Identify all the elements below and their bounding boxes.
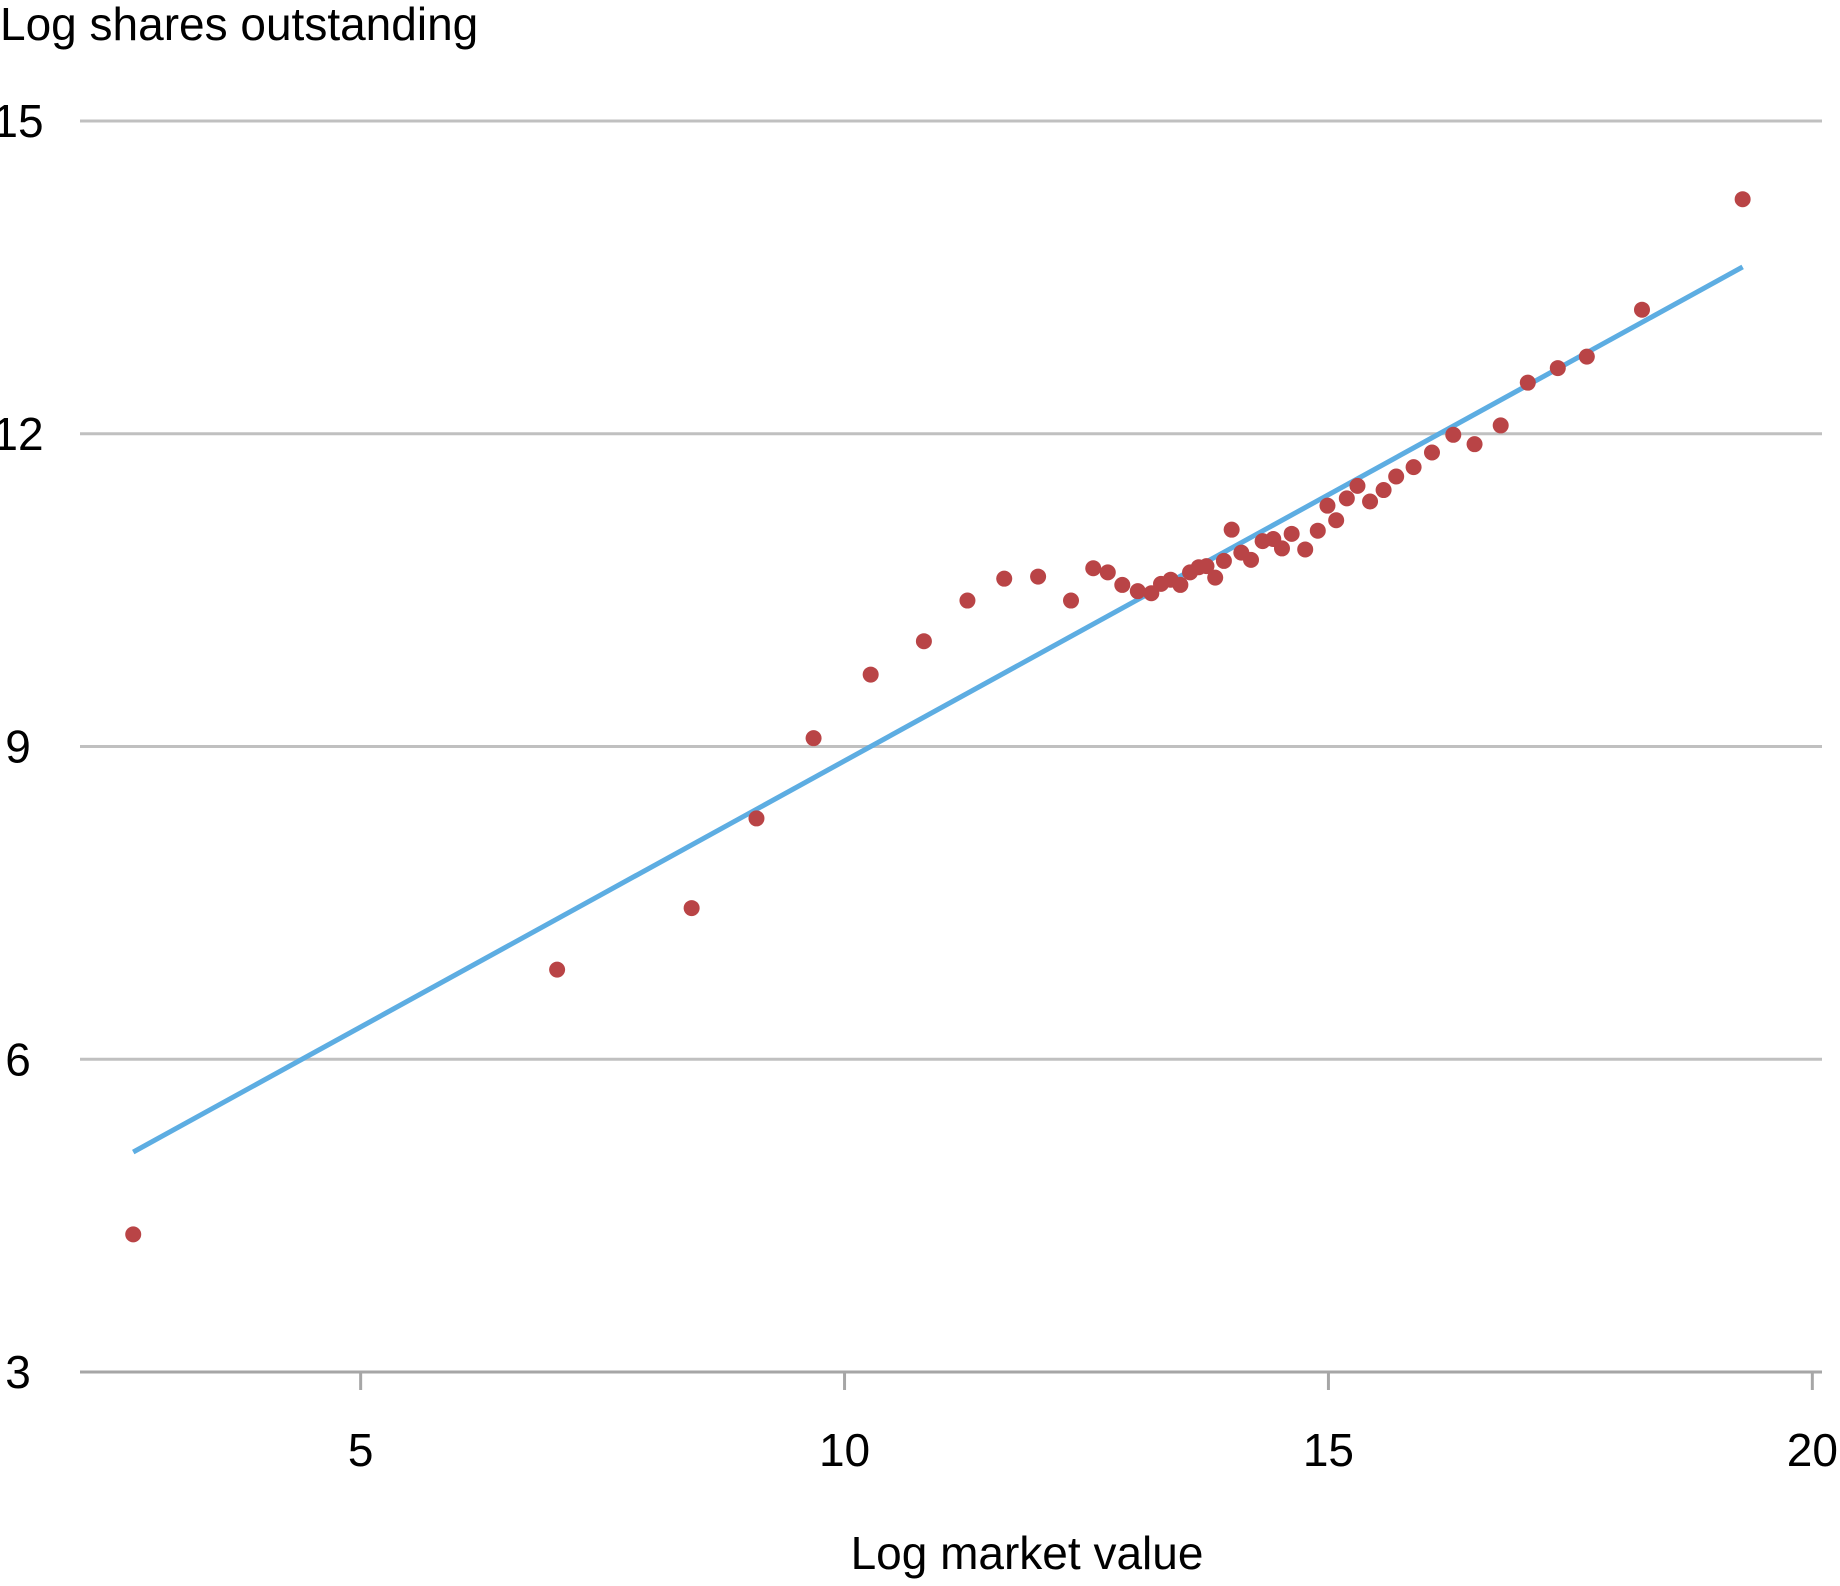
data-point (1633, 301, 1650, 318)
data-point (683, 900, 700, 917)
data-point (1319, 497, 1336, 514)
y-tick-label: 15 (0, 95, 44, 147)
data-point (1198, 558, 1215, 575)
data-point (1085, 560, 1102, 577)
y-tick-label: 6 (5, 1033, 31, 1085)
data-point (125, 1226, 142, 1243)
data-point (1734, 191, 1751, 208)
y-axis-title: Log shares outstanding (0, 0, 478, 50)
data-point (1362, 493, 1379, 510)
x-tick-label: 10 (819, 1424, 870, 1476)
x-axis-title: Log market value (851, 1527, 1204, 1579)
data-point (1388, 468, 1405, 485)
data-point (1309, 522, 1326, 539)
data-point (1549, 360, 1566, 377)
data-point (1492, 417, 1509, 434)
data-point (1519, 374, 1536, 391)
tick-labels: 3 6 9 12 15 5 10 15 20 (0, 95, 1838, 1476)
data-point (1283, 525, 1300, 542)
data-point (1030, 568, 1047, 585)
data-point (549, 961, 566, 978)
data-point (1349, 477, 1366, 494)
fit-line (132, 264, 1744, 1155)
data-point (1114, 576, 1131, 593)
data-points (125, 191, 1751, 1243)
data-point (1405, 459, 1422, 476)
data-point (1129, 583, 1146, 600)
data-point (959, 592, 976, 609)
data-point (1445, 426, 1462, 443)
data-point (1466, 436, 1483, 453)
fit-line-layer (132, 264, 1744, 1155)
data-point (1578, 348, 1595, 365)
data-point (1423, 444, 1440, 461)
x-tick-label: 15 (1303, 1424, 1354, 1476)
x-axis (80, 1370, 1822, 1390)
data-point (1338, 490, 1355, 507)
data-point (1099, 564, 1116, 581)
data-point (1207, 569, 1224, 586)
data-point (748, 810, 765, 827)
x-tick-label: 5 (348, 1424, 374, 1476)
y-tick-label: 12 (0, 408, 44, 460)
data-point (1375, 482, 1392, 499)
data-point (1063, 592, 1080, 609)
data-point (1223, 521, 1240, 538)
x-tick-label: 20 (1787, 1424, 1838, 1476)
data-point (862, 666, 879, 683)
data-point (1243, 551, 1260, 568)
data-point (1172, 576, 1189, 593)
data-point (1328, 512, 1345, 529)
gridlines (80, 119, 1822, 1061)
data-point (1215, 552, 1232, 569)
y-tick-label: 9 (5, 721, 31, 773)
data-point (805, 730, 822, 747)
data-point (1273, 540, 1290, 557)
y-tick-label: 3 (5, 1346, 31, 1398)
data-point (1297, 541, 1314, 558)
data-point (996, 570, 1013, 587)
data-point (915, 633, 932, 650)
